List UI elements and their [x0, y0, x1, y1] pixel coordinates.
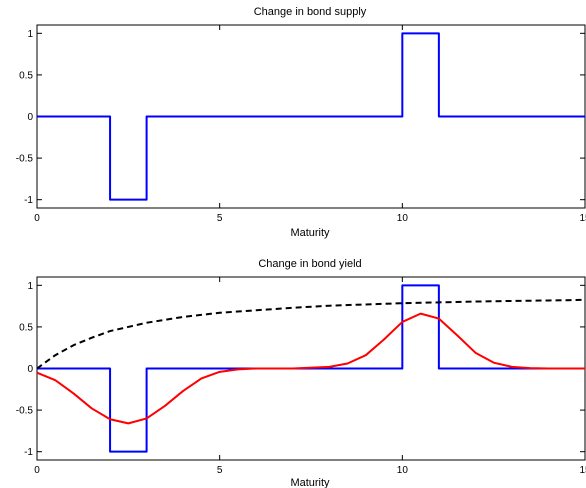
supply-xtick-label: 0 — [34, 213, 40, 224]
supply-xtick-label: 15 — [579, 213, 586, 224]
yield-ytick-label: -1 — [24, 447, 33, 458]
supply-xtick-label: 10 — [397, 213, 409, 224]
supply-ytick-label: 0 — [27, 112, 33, 123]
supply-ticks: 0 5 10 15 1 0.5 0 -0.5 -1 — [16, 25, 586, 224]
supply-title: Change in bond supply — [254, 6, 367, 18]
yield-xtick-label: 10 — [397, 465, 409, 476]
yield-xlabel: Maturity — [290, 477, 330, 488]
yield-series-line-1 — [36, 312, 585, 425]
yield-xtick-label: 15 — [579, 465, 586, 476]
supply-ytick-label: -1 — [24, 195, 33, 206]
yield-xtick-label: 5 — [217, 465, 223, 476]
yield-ytick-label: -0.5 — [16, 406, 34, 417]
yield-ytick-label: 0 — [27, 364, 33, 375]
supply-series-line-0 — [37, 32, 585, 201]
yield-series-line-2 — [36, 298, 586, 370]
supply-xlabel: Maturity — [290, 227, 330, 239]
yield-ytick-label: 1 — [27, 281, 33, 292]
supply-ytick-label: 0.5 — [19, 70, 33, 81]
yield-lines — [36, 284, 586, 453]
supply-panel: Change in bond supply 05101510.50-0.5-1 … — [16, 6, 586, 239]
yield-xtick-label: 0 — [34, 465, 40, 476]
yield-panel: Change in bond yield 0 5 10 15 1 0.5 0 -0.5 -1 M… — [16, 258, 586, 488]
supply-ytick-label: 1 — [27, 29, 33, 40]
yield-ytick-label: 0.5 — [19, 322, 33, 333]
supply-xtick-label: 5 — [217, 213, 223, 224]
supply-ytick-label: -0.5 — [16, 154, 34, 165]
yield-title: Change in bond yield — [258, 258, 361, 270]
supply-lines — [37, 32, 585, 201]
yield-ticks: 0 5 10 15 1 0.5 0 -0.5 -1 — [16, 277, 586, 476]
